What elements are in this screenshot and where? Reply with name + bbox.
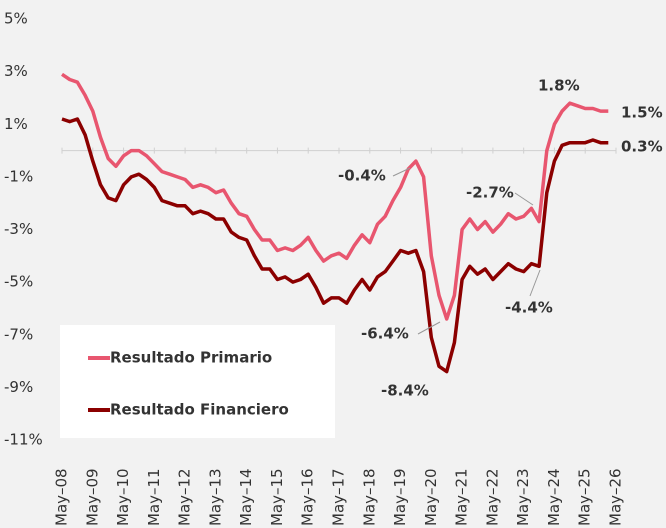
annotation-leader [392,167,411,177]
x-tick-label: May–21 [453,468,471,526]
x-tick-label: May–08 [53,468,71,526]
y-tick-label: 3% [4,62,28,80]
x-tick-label: May–23 [514,468,532,526]
x-tick-label: May–17 [330,468,348,526]
y-tick-label: -9% [4,378,33,396]
y-tick-label: 5% [4,10,28,28]
x-tick-label: May–18 [360,468,378,526]
legend-label: Resultado Primario [110,349,272,367]
legend-label: Resultado Financiero [110,401,289,419]
y-tick-label: -3% [4,220,33,238]
x-tick-label: May–26 [607,468,625,526]
y-tick-label: -11% [4,431,43,449]
x-tick-label: May–12 [176,468,194,526]
x-tick-label: May–13 [206,468,224,526]
x-tick-label: May–25 [576,468,594,526]
y-tick-label: -1% [4,167,33,185]
annotation-leader [417,321,441,335]
x-tick-label: May–20 [422,468,440,526]
x-tick-label: May–14 [237,468,255,526]
x-tick-label: May–22 [483,468,501,526]
annotation: 1.5% [621,104,663,122]
x-tick-label: May–09 [83,468,101,526]
y-tick-label: -7% [4,325,33,343]
x-tick-label: May–10 [114,468,132,526]
annotation: -6.4% [361,325,409,343]
annotation-leader [514,192,534,206]
annotation: 0.3% [621,138,663,156]
y-tick-label: -5% [4,273,33,291]
y-tick-label: 1% [4,115,28,133]
series-line [61,117,609,374]
annotation: -4.4% [505,299,553,317]
x-tick-label: May–16 [299,468,317,526]
annotation: -0.4% [338,167,386,185]
annotation: -2.7% [466,184,514,202]
annotation: 1.8% [538,77,580,95]
legend-box [60,325,335,438]
annotation-leader [529,269,541,297]
x-tick-label: May–15 [268,468,286,526]
x-tick-label: May–11 [145,468,163,526]
annotation: -8.4% [381,382,429,400]
x-tick-label: May–19 [391,468,409,526]
series-line [61,72,609,321]
x-tick-label: May–24 [545,468,563,526]
